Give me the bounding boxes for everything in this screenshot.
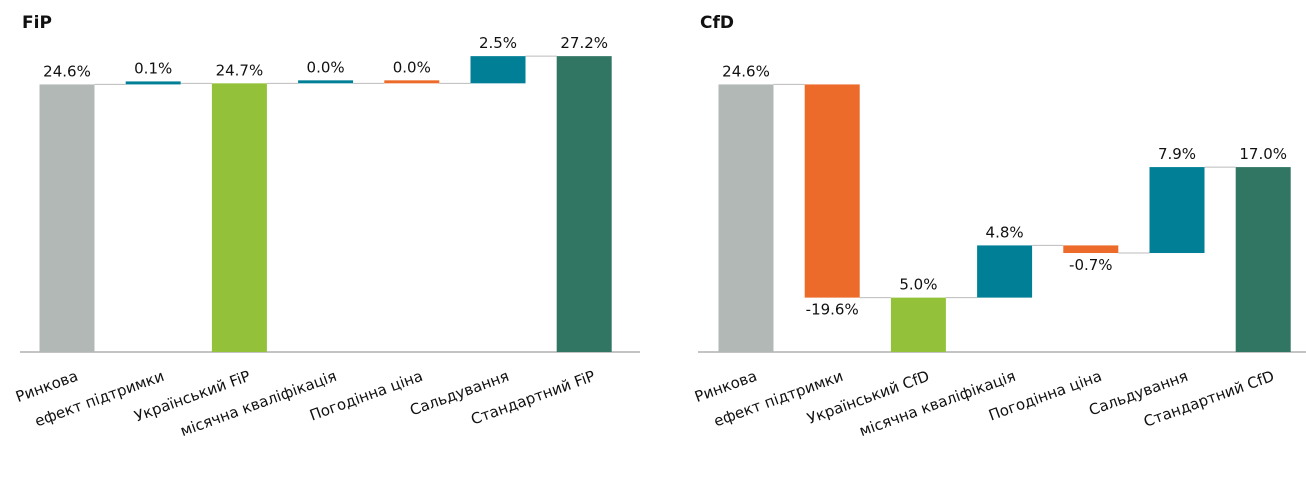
value-label: 2.5% <box>479 34 517 52</box>
value-label: 5.0% <box>899 276 937 294</box>
chart-title: CfD <box>700 13 734 33</box>
chart-title: FiP <box>22 13 52 33</box>
value-label: 0.0% <box>307 58 345 76</box>
bar <box>470 56 526 84</box>
value-label: 24.6% <box>43 62 91 80</box>
value-label: 0.0% <box>393 58 431 76</box>
bar <box>384 80 440 84</box>
bar <box>298 80 354 84</box>
bar <box>1063 245 1119 254</box>
value-label: 17.0% <box>1239 145 1287 163</box>
value-label: 24.6% <box>722 62 770 80</box>
value-label: 7.9% <box>1158 145 1196 163</box>
value-label: -19.6% <box>806 301 859 319</box>
bar <box>1235 167 1291 352</box>
bar <box>125 81 181 85</box>
x-tick-label: місячна кваліфікація <box>857 367 1018 440</box>
bar <box>556 56 612 352</box>
bar <box>211 83 267 352</box>
bar <box>890 297 946 352</box>
value-label: 4.8% <box>986 223 1024 241</box>
bar <box>1149 167 1205 254</box>
value-label: 0.1% <box>134 59 172 77</box>
bar <box>977 245 1033 298</box>
bar <box>804 84 860 298</box>
value-label: -0.7% <box>1069 256 1113 274</box>
value-label: 24.7% <box>216 61 264 79</box>
bar <box>718 84 774 352</box>
bar <box>39 84 95 352</box>
value-label: 27.2% <box>560 34 608 52</box>
x-tick-label: місячна кваліфікація <box>178 367 339 440</box>
